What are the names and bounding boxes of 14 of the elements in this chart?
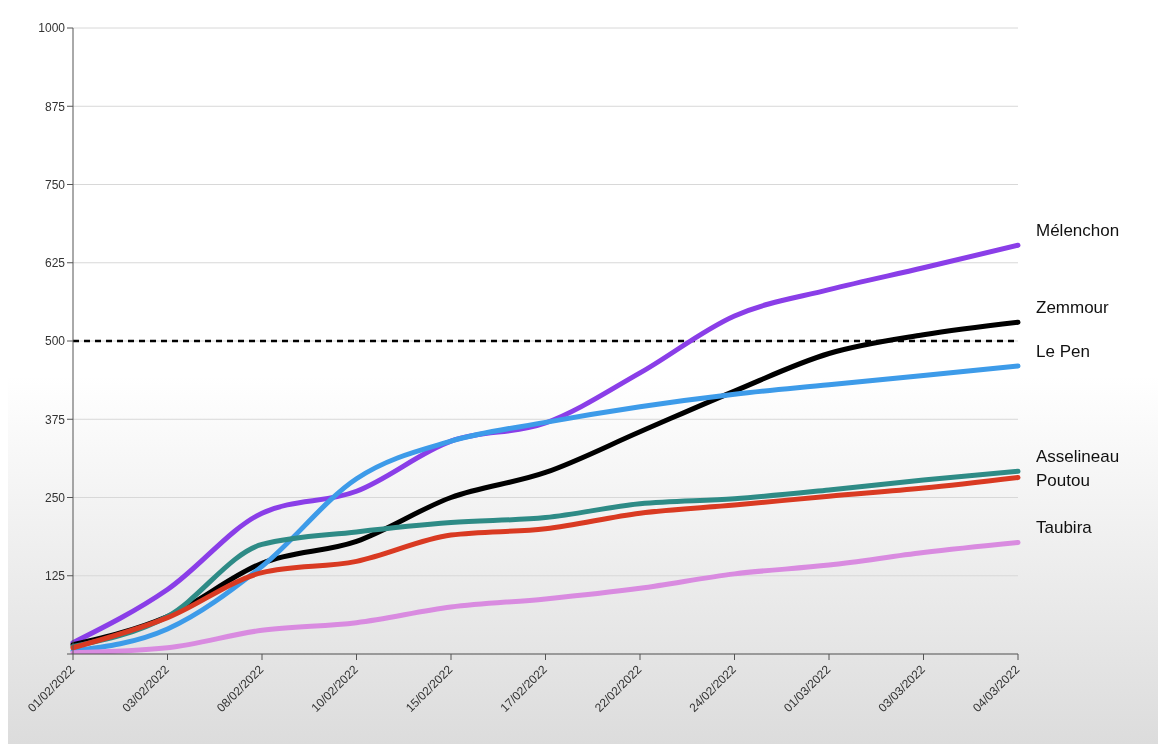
y-tick-label: 500 <box>44 334 66 349</box>
y-tick-label: 875 <box>44 99 66 114</box>
y-tick-label: 625 <box>44 256 66 271</box>
series-label: Mélenchon <box>1036 220 1120 240</box>
series-label: Poutou <box>1036 470 1090 490</box>
series-label: Asselineau <box>1036 446 1120 466</box>
y-tick-label: 1000 <box>38 21 66 36</box>
y-tick-label: 375 <box>44 412 66 427</box>
series-label: Taubira <box>1036 518 1093 538</box>
series-label: Le Pen <box>1036 341 1090 361</box>
y-tick-label: 250 <box>44 490 66 505</box>
series-label: Zemmour <box>1036 297 1110 317</box>
y-tick-label: 750 <box>44 177 66 192</box>
y-tick-label: 125 <box>44 569 66 584</box>
